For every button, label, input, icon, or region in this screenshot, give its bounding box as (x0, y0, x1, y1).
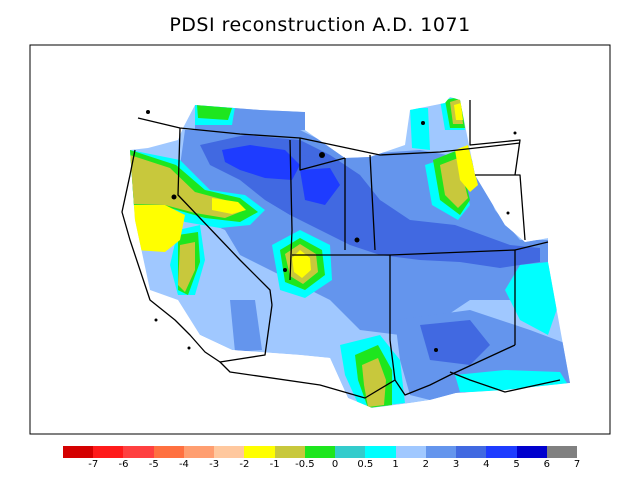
montana-border (299, 138, 346, 171)
legend-swatch-16 (546, 446, 577, 458)
legend-label-6: -1 (269, 459, 280, 470)
nevada-east-border (289, 139, 293, 281)
legend-label-10: 1 (392, 459, 399, 470)
color-legend (63, 446, 577, 458)
map-title: PDSI reconstruction A.D. 1071 (169, 14, 471, 36)
lake-marker-2 (171, 194, 177, 200)
lake-marker-6 (434, 348, 438, 352)
legend-swatch-15 (516, 446, 547, 458)
no-data-mask-east (470, 90, 600, 242)
lake-marker-8 (506, 211, 510, 215)
lake-marker-9 (513, 131, 517, 135)
lake-marker-4 (354, 237, 360, 243)
lake-marker-5 (283, 268, 287, 272)
legend-swatch-6 (244, 446, 275, 458)
nevada-california-border (177, 127, 273, 306)
pdsi-contour-5a (222, 145, 300, 180)
legend-swatch-9 (335, 446, 366, 458)
legend-label-14: 5 (513, 459, 520, 470)
pdsi-contour-5b (300, 168, 340, 205)
arizona-border (219, 304, 396, 399)
legend-swatch-4 (183, 446, 215, 458)
legend-label-15: 6 (543, 459, 550, 470)
legend-label-2: -5 (148, 459, 159, 470)
legend-swatch-12 (425, 446, 457, 458)
legend-swatch-14 (486, 446, 517, 458)
legend-label-5: -2 (239, 459, 250, 470)
pdsi-contour-4b (420, 320, 490, 365)
kansas-oklahoma-border (449, 241, 561, 393)
legend-label-13: 4 (483, 459, 490, 470)
west-coast (121, 149, 221, 363)
legend-label-1: -6 (118, 459, 129, 470)
nebraska-border (475, 174, 526, 241)
color-legend-labels: -7 -6 -5 -4 -3 -2 -1 -0.5 0 0.5 1 2 3 4 5 6 7 (63, 459, 581, 473)
legend-label-7: -0.5 (295, 459, 315, 470)
legend-label-4: -3 (209, 459, 220, 470)
lake-marker-10 (187, 346, 191, 350)
legend-label-0: -7 (88, 459, 99, 470)
lake-marker-1 (146, 110, 150, 114)
legend-swatch-1 (93, 446, 124, 458)
lakes (146, 110, 517, 352)
pdsi-contour-yellow-c (455, 145, 478, 192)
legend-label-3: -4 (178, 459, 189, 470)
pdsi-contour-yellow-b (292, 250, 311, 278)
legend-label-11: 2 (422, 459, 429, 470)
legend-swatch-3 (153, 446, 184, 458)
lake-marker-3 (319, 152, 325, 158)
pdsi-contour-yellow-d (212, 198, 246, 214)
map-frame (29, 44, 611, 435)
pdsi-contour-cyan-a (505, 262, 560, 335)
legend-swatch-13 (456, 446, 487, 458)
legend-swatch-10 (365, 446, 396, 458)
legend-swatch-11 (395, 446, 426, 458)
boundaries (121, 100, 561, 399)
dakota-border (469, 100, 521, 176)
pdsi-contour-green-e (197, 105, 232, 120)
new-mexico-border (389, 339, 516, 396)
pdsi-contour-3c (230, 300, 262, 352)
pdsi-contour-yellow-e (454, 103, 463, 120)
legend-swatch-7 (274, 446, 305, 458)
lake-marker-11 (154, 318, 158, 322)
no-data-mask-south (200, 335, 600, 430)
legend-label-8: 0 (331, 459, 339, 470)
legend-swatch-5 (214, 446, 245, 458)
legend-label-16: 7 (573, 459, 581, 470)
lake-marker-7 (421, 121, 425, 125)
legend-label-9: 0.5 (357, 459, 374, 470)
pdsi-contour-olive-c (362, 358, 386, 407)
no-data-mask-north (305, 112, 345, 158)
legend-swatch-0 (63, 446, 94, 458)
pdsi-contour-olive-e (178, 242, 195, 292)
legend-swatch-2 (123, 446, 154, 458)
wyoming-border (344, 154, 376, 251)
pdsi-contour-cyan-e (410, 108, 430, 150)
legend-swatch-8 (304, 446, 336, 458)
legend-label-12: 3 (452, 459, 460, 470)
